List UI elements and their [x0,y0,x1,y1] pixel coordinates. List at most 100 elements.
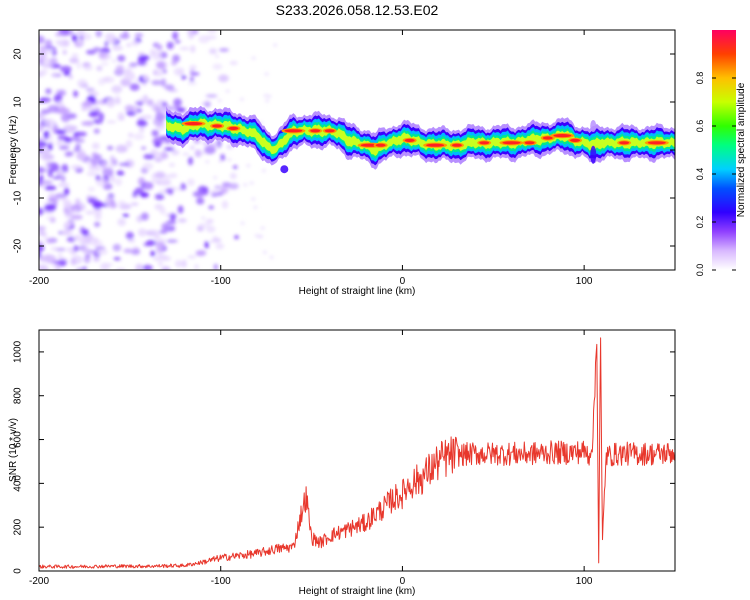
noise-blob [153,117,164,127]
ridge-hotspot-core [619,141,630,145]
noise-blob [218,159,223,163]
noise-blob [130,249,141,255]
noise-blob [147,103,158,107]
noise-blob [101,160,107,170]
y-tick-label: 400 [13,475,24,492]
ridge-hotspot-core [570,138,581,142]
noise-blob [170,214,176,221]
noise-blob [61,164,69,173]
noise-blob [46,216,55,221]
ridge-hotspot-core [479,141,490,145]
noise-blob [132,191,137,198]
ridge-hotspot-core [228,126,239,130]
noise-blob [172,54,181,63]
noise-blob [138,52,145,57]
noise-blob [50,57,58,66]
noise-blob [227,158,232,162]
snr-frame [38,329,676,572]
noise-blob [98,51,108,59]
noise-blob [44,185,57,191]
noise-blob [151,50,157,54]
noise-blob [189,77,195,82]
noise-blob [198,35,210,44]
noise-blob [171,149,180,156]
noise-blob [41,68,48,76]
noise-blob [76,151,87,161]
noise-blob [58,30,67,35]
noise-blob [118,162,131,166]
noise-blob [55,193,67,199]
noise-blob [125,105,135,112]
noise-blob [246,164,251,168]
noise-blob [58,145,70,150]
noise-blob [264,72,269,76]
noise-blob [55,39,62,45]
noise-blob [153,257,161,261]
noise-blob [192,191,205,198]
noise-blob [143,182,154,190]
colorbar-tick-label: 0.4 [695,168,705,181]
noise-blob [218,74,229,83]
noise-blob [216,238,221,241]
noise-blob [263,94,268,98]
noise-blob [209,240,214,243]
snr-y-label: SNR (10 * v/v) [8,418,19,482]
noise-blob [113,257,121,261]
noise-blob [112,243,122,252]
noise-blob [126,42,131,48]
noise-blob [63,137,73,143]
noise-blob [41,180,53,185]
noise-blob [129,62,139,67]
snr-plot-area [39,330,675,571]
noise-blob [137,228,147,237]
noise-blob [267,94,272,98]
noise-blob [39,245,45,252]
noise-blob [143,115,153,120]
noise-blob [98,112,105,122]
noise-blob [52,72,58,77]
noise-blob [188,156,193,166]
noise-blob [164,174,172,179]
noise-blob [106,120,117,124]
x-tick-label: 100 [576,576,593,587]
noise-blob [189,64,197,71]
noise-blob [187,255,197,259]
noise-blob [222,182,231,187]
noise-blob [204,241,209,249]
noise-blob [164,147,175,151]
noise-blob [83,65,93,71]
noise-blob [151,80,163,86]
noise-blob [261,169,266,173]
colorbar-tick-label: 0.2 [695,216,705,229]
noise-blob [206,218,214,224]
y-tick-label: -10 [13,190,24,205]
spectrogram-y-label: Frequency (Hz) [8,116,19,185]
noise-blob [75,198,81,208]
noise-blob [114,178,123,186]
noise-blob [73,148,79,153]
noise-blob [39,230,46,236]
noise-blob [220,184,229,194]
noise-blob [85,210,95,215]
noise-blob [82,266,87,270]
noise-blob [124,71,136,81]
noise-blob [213,176,218,180]
noise-blob [73,90,79,98]
noise-blob [87,198,96,204]
noise-blob [66,220,75,225]
noise-blob [71,53,79,59]
x-tick-label: -200 [29,576,49,587]
noise-blob [159,179,172,186]
noise-blob [61,175,66,183]
ridge-hotspot-core [426,143,445,147]
noise-blob [63,200,72,209]
noise-blob [57,100,63,109]
ridge-hotspot-core [553,134,572,138]
y-tick-label: 200 [13,518,24,535]
noise-blob [94,221,101,228]
noise-blob [115,144,128,153]
noise-blob [63,70,71,76]
noise-blob [86,87,95,92]
noise-blob [187,81,198,86]
noise-blob [161,222,170,231]
